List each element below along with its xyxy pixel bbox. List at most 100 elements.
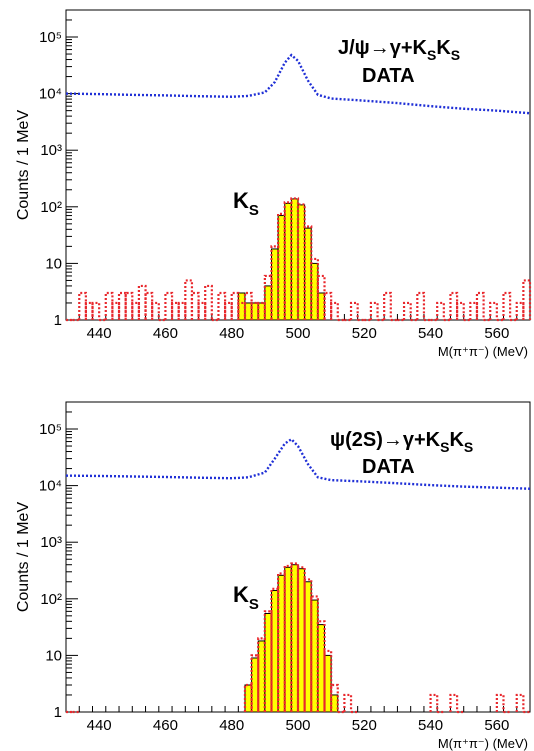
- background-bin: [515, 693, 525, 712]
- y-tick-label: 10³: [40, 534, 62, 551]
- y-tick-label: 10⁵: [39, 29, 62, 46]
- x-tick-label: 520: [352, 325, 377, 342]
- background-bin: [429, 693, 439, 712]
- y-axis-label: Counts / 1 MeV: [15, 502, 32, 613]
- y-tick-label: 1: [54, 704, 62, 721]
- background-bin: [489, 301, 498, 320]
- background-bin: [383, 291, 392, 320]
- background-bin: [277, 572, 286, 712]
- background-bin: [184, 279, 194, 320]
- background-bin: [117, 291, 127, 320]
- background-bin: [263, 610, 273, 712]
- peak-label-sub: S: [249, 202, 259, 219]
- background-bin: [217, 291, 227, 320]
- background-bin: [104, 291, 114, 320]
- background-bin: [164, 291, 174, 320]
- peak-label: KS: [233, 188, 259, 219]
- top-panel: 1 10 10² 10³ 10⁴ 10⁵ 440 460 480 500 520 540 560 Co…: [15, 9, 532, 359]
- background-bin: [290, 562, 300, 712]
- background-bin: [303, 578, 313, 712]
- background-bin: [522, 279, 532, 320]
- decay-annotation-mid: K: [449, 429, 464, 451]
- background-bin: [343, 693, 353, 712]
- x-tick-label: 560: [484, 325, 509, 342]
- x-tick-label: 440: [87, 325, 112, 342]
- background-bin: [204, 284, 213, 320]
- background-bin: [449, 693, 459, 712]
- decay-annotation-sub1: S: [440, 439, 449, 455]
- x-tick-label: 480: [219, 325, 244, 342]
- x-tick-label: 560: [484, 717, 509, 734]
- y-tick-label: 10⁴: [39, 86, 62, 103]
- x-axis-label: M(π⁺π⁻) (MeV): [438, 344, 528, 359]
- y-tick-label: 10⁵: [39, 421, 62, 438]
- decay-annotation-mid: K: [436, 37, 451, 59]
- x-tick-label: 460: [153, 717, 178, 734]
- x-tick-label: 540: [418, 717, 443, 734]
- background-bin: [310, 257, 319, 320]
- background-bin: [190, 291, 200, 320]
- background-bin: [369, 301, 379, 320]
- data-label: DATA: [362, 456, 415, 478]
- background-bin: [270, 587, 280, 712]
- background-bin: [124, 291, 134, 320]
- background-bin: [330, 301, 339, 320]
- background-bin: [250, 654, 260, 712]
- x-tick-label: 480: [219, 717, 244, 734]
- decay-annotation-sub2: S: [451, 47, 460, 63]
- peak-label: KS: [233, 582, 259, 613]
- decay-annotation-sub1: S: [427, 47, 436, 63]
- background-bin: [495, 693, 505, 712]
- y-tick-label: 1: [54, 312, 62, 329]
- y-tick-label: 10²: [40, 591, 62, 608]
- background-bin: [316, 620, 326, 712]
- background-bin: [263, 274, 273, 320]
- background-bin: [323, 291, 333, 320]
- background-bin: [310, 595, 319, 712]
- y-tick-label: 10: [45, 255, 62, 272]
- background-bin: [502, 291, 512, 320]
- background-bin: [144, 291, 154, 320]
- background-bin: [455, 301, 465, 320]
- y-tick-label: 10²: [40, 199, 62, 216]
- y-ticks: 1 10 10² 10³ 10⁴ 10⁵: [39, 411, 78, 721]
- background-bin: [449, 291, 459, 320]
- series-layer: [65, 437, 531, 714]
- decay-annotation-main: J/ψ→γ+K: [338, 37, 428, 59]
- x-tick-label: 500: [285, 325, 310, 342]
- background-bin: [296, 566, 306, 712]
- decay-annotation-main: ψ(2S)→γ+K: [330, 429, 441, 451]
- y-ticks: 1 10 10² 10³ 10⁴ 10⁵: [39, 19, 78, 329]
- x-tick-label: 440: [87, 717, 112, 734]
- background-bin: [303, 225, 313, 320]
- background-bin: [243, 291, 253, 320]
- series-layer: [65, 53, 532, 322]
- background-bin: [283, 201, 293, 320]
- peak-label-main: K: [233, 188, 249, 213]
- inclusive-spectrum-line: [65, 53, 531, 115]
- decay-annotation: ψ(2S)→γ+KSKS: [330, 429, 473, 455]
- background-bin: [475, 291, 485, 320]
- background-bin: [230, 291, 240, 320]
- background-bin: [316, 274, 326, 320]
- x-tick-label: 460: [153, 325, 178, 342]
- background-bin: [78, 291, 87, 320]
- background-bin: [91, 301, 101, 320]
- peak-label-main: K: [233, 582, 249, 607]
- y-tick-label: 10⁴: [39, 478, 62, 495]
- y-tick-label: 10: [45, 647, 62, 664]
- background-bin: [416, 291, 426, 320]
- x-tick-label: 500: [285, 717, 310, 734]
- peak-label-sub: S: [249, 596, 259, 613]
- background-bin: [436, 301, 445, 320]
- decay-annotation-sub2: S: [464, 439, 473, 455]
- background-bin: [330, 683, 339, 712]
- background-bin: [402, 301, 412, 320]
- bottom-panel: 1 10 10² 10³ 10⁴ 10⁵ 440 460 480 500 520 540 560 Co…: [15, 401, 531, 751]
- y-tick-label: 10³: [40, 142, 62, 159]
- data-label: DATA: [362, 65, 415, 87]
- x-axis-label: M(π⁺π⁻) (MeV): [438, 736, 528, 751]
- background-bin: [349, 301, 359, 320]
- x-tick-label: 540: [418, 325, 443, 342]
